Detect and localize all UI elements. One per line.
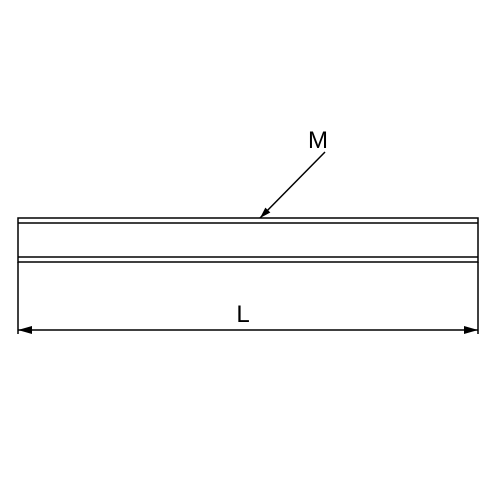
label-m-group: M xyxy=(260,127,328,218)
dimension-l-group: L xyxy=(18,262,478,334)
technical-diagram: M L xyxy=(0,0,500,500)
label-m: M xyxy=(308,127,328,154)
rod-body xyxy=(18,218,478,262)
label-l: L xyxy=(236,301,249,328)
